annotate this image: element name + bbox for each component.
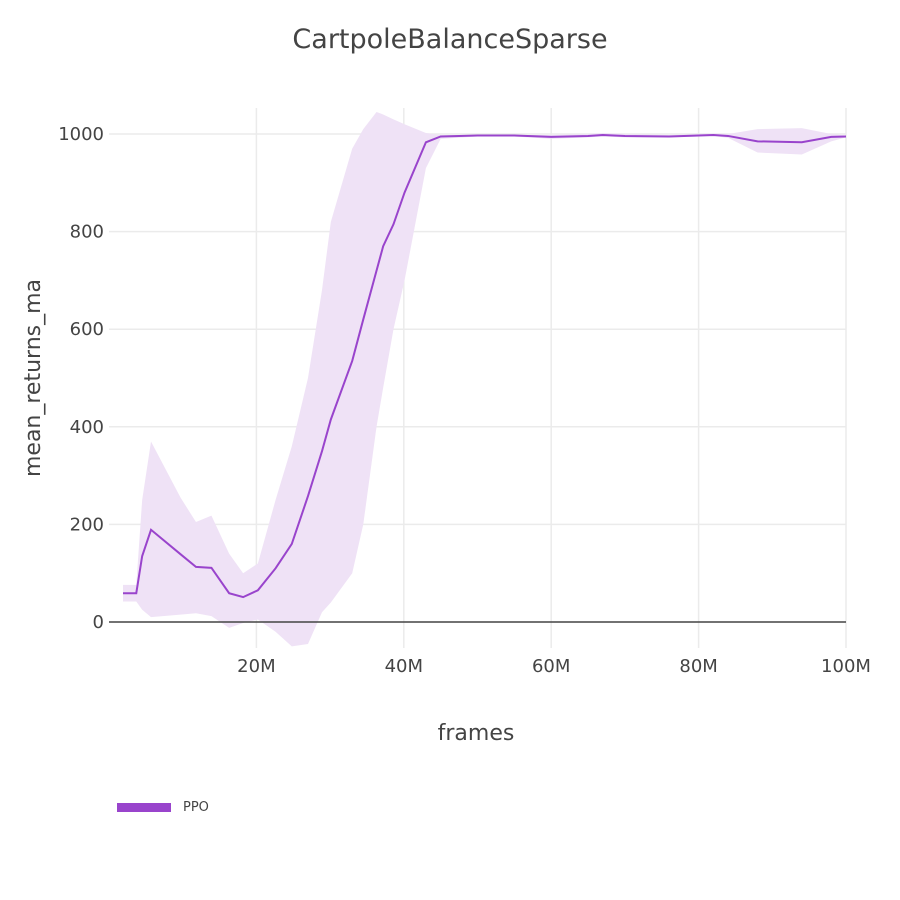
y-tick-label: 600 (70, 319, 104, 340)
y-tick-label: 1000 (58, 124, 104, 145)
x-tick-label: 80M (679, 656, 717, 677)
y-tick-label: 800 (70, 222, 104, 243)
y-axis-label: mean_returns_ma (21, 279, 46, 477)
legend[interactable]: PPO (117, 800, 209, 815)
chart-title: CartpoleBalanceSparse (292, 24, 608, 55)
y-tick-label: 400 (70, 417, 104, 438)
legend-swatch-ppo (117, 803, 171, 812)
x-tick-label: 60M (532, 656, 570, 677)
x-axis-label: frames (438, 721, 515, 746)
x-tick-label: 40M (385, 656, 423, 677)
gridlines (109, 108, 847, 648)
x-axis-ticks: 20M 40M 60M 80M 100M (237, 656, 871, 677)
x-tick-label: 20M (237, 656, 275, 677)
y-tick-label: 200 (70, 514, 104, 535)
ppo-mean-line (123, 133, 847, 599)
x-tick-label: 100M (821, 656, 871, 677)
y-tick-label: 0 (93, 612, 104, 633)
legend-label-ppo: PPO (183, 800, 209, 815)
ppo-std-band (123, 112, 847, 647)
y-axis-ticks: 0 200 400 600 800 1000 (58, 124, 104, 633)
